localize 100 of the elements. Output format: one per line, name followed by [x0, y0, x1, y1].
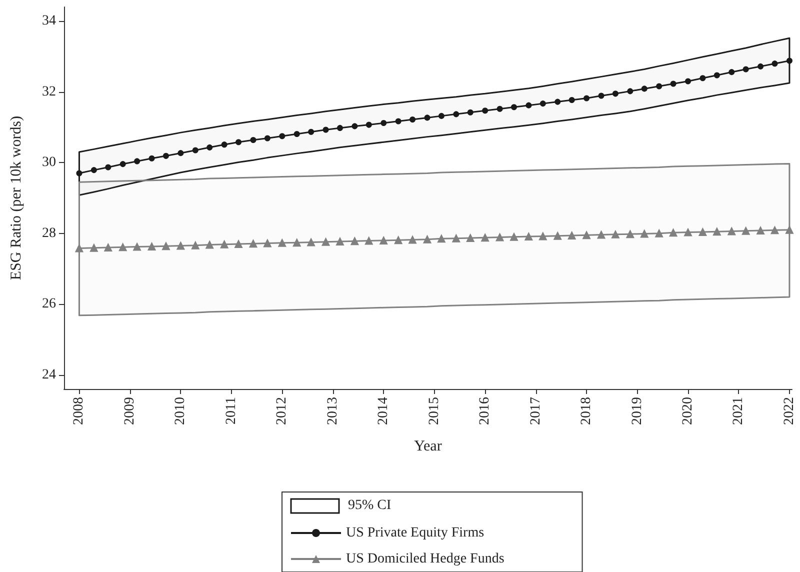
point: [554, 232, 562, 240]
point: [118, 243, 127, 252]
point: [322, 126, 329, 133]
point: [380, 120, 387, 126]
point: [410, 116, 416, 122]
point: [206, 240, 214, 249]
point: [612, 90, 618, 97]
legend-label: US Private Equity Firms: [346, 526, 484, 540]
x-tick-label: 2016: [478, 397, 493, 425]
point: [641, 86, 648, 92]
point: [685, 78, 691, 84]
point: [220, 240, 228, 248]
point: [655, 229, 664, 238]
point: [770, 226, 779, 234]
point: [482, 108, 488, 114]
point: [626, 230, 634, 238]
point: [206, 144, 213, 150]
point: [568, 231, 576, 240]
point: [350, 237, 359, 246]
point: [712, 228, 721, 236]
point: [294, 130, 300, 137]
point: [467, 109, 474, 116]
point: [437, 234, 446, 243]
point: [364, 236, 373, 245]
point: [236, 139, 242, 146]
point: [728, 227, 736, 236]
point: [308, 128, 314, 135]
x-tick-label: 2013: [325, 397, 340, 425]
x-tick-label: 2015: [426, 397, 442, 425]
point: [786, 58, 792, 64]
point: [582, 231, 591, 240]
point: [263, 239, 272, 248]
point: [395, 118, 402, 124]
point: [466, 234, 474, 242]
point: [176, 242, 185, 250]
point: [191, 241, 200, 250]
point: [453, 111, 460, 118]
point: [554, 98, 561, 105]
point: [684, 228, 692, 236]
point: [90, 167, 97, 174]
point: [540, 100, 546, 107]
point: [234, 240, 243, 248]
point: [336, 238, 344, 246]
point: [408, 236, 417, 244]
point: [728, 69, 735, 76]
point: [322, 238, 330, 246]
x-tick-label: 2022: [782, 397, 797, 425]
x-tick-label: 2021: [731, 397, 746, 425]
point: [698, 228, 707, 236]
legend-label: US Domiciled Hedge Funds: [346, 552, 504, 566]
point: [148, 155, 155, 162]
y-tick-label: 26: [42, 296, 56, 312]
point: [394, 236, 402, 244]
point: [611, 230, 620, 238]
point: [178, 150, 184, 156]
point: [264, 135, 270, 142]
point: [221, 142, 228, 148]
point: [742, 226, 750, 235]
point: [598, 92, 604, 99]
point: [307, 238, 316, 246]
point: [452, 234, 460, 242]
point: [714, 72, 720, 78]
text: 95% CI: [348, 498, 392, 514]
point: [134, 158, 140, 164]
y-tick-label: 24: [42, 367, 56, 382]
point: [105, 164, 112, 170]
point: [640, 230, 648, 238]
point: [772, 60, 778, 67]
point: [380, 236, 388, 244]
point: [526, 102, 532, 108]
y-axis-title: ESG Ratio (per 10k words): [8, 116, 24, 280]
point: [148, 242, 156, 250]
point: [75, 244, 84, 252]
point: [104, 244, 112, 252]
point: [336, 124, 343, 131]
x-tick-label: 2012: [274, 397, 290, 425]
point: [278, 238, 286, 247]
x-tick-label: 2011: [224, 397, 239, 424]
point: [292, 238, 301, 247]
x-tick-label: 2019: [630, 397, 645, 425]
point: [496, 233, 504, 242]
point: [669, 228, 678, 237]
point: [279, 133, 286, 140]
point: [481, 234, 490, 242]
point: [656, 83, 662, 90]
x-axis-title: Year: [414, 438, 442, 454]
point: [424, 114, 430, 121]
point: [438, 112, 444, 119]
point: [133, 242, 142, 251]
y-tick-label: 34: [42, 14, 56, 29]
point: [162, 152, 169, 159]
x-tick-label: 2014: [376, 397, 392, 425]
point: [568, 97, 575, 104]
point: [90, 244, 98, 252]
y-tick-label: 32: [42, 84, 56, 100]
point: [700, 75, 706, 82]
y-tick-label: 28: [42, 226, 56, 241]
point: [510, 232, 518, 241]
point: [742, 66, 749, 72]
x-tick-label: 2018: [579, 397, 594, 425]
